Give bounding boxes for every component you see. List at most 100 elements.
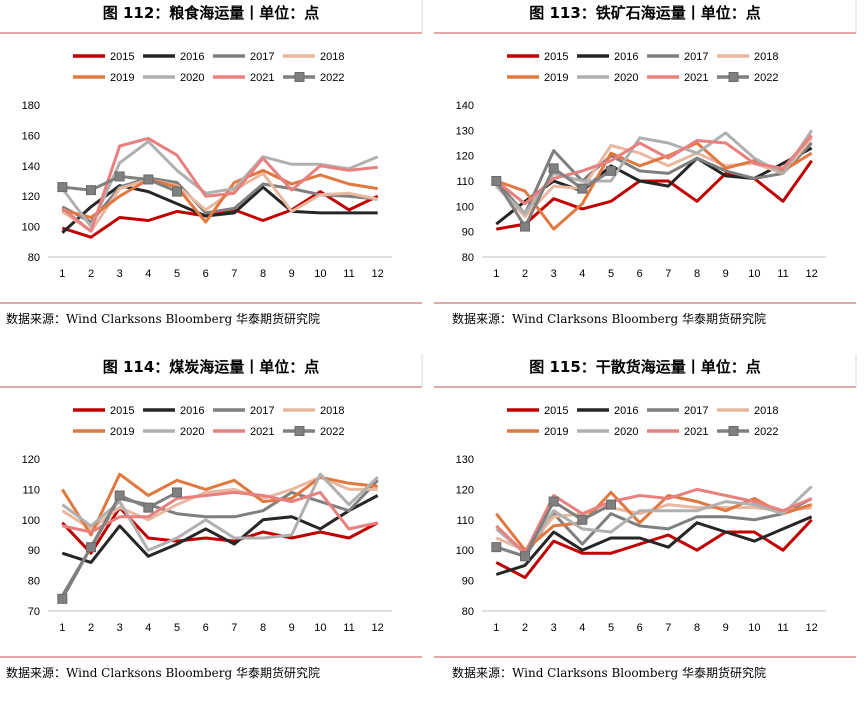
legend-label-2019: 2019 — [544, 72, 568, 84]
point-2022 — [57, 182, 68, 193]
legend-label-2020: 2020 — [180, 426, 204, 438]
x-tick-label: 7 — [665, 268, 671, 280]
point-2022 — [520, 221, 530, 232]
legend-label-2019: 2019 — [544, 426, 568, 438]
legend-label-2016: 2016 — [180, 405, 204, 417]
point-2022 — [172, 487, 182, 498]
legend-label-2018: 2018 — [754, 51, 778, 63]
series-line-2015 — [496, 159, 813, 231]
source-note: 数据来源：Wind Clarksons Bloomberg 华泰期货研究院 — [452, 665, 766, 680]
chart-svg: 图 114：煤炭海运量丨单位：点 2015 2016 2017 2018 2019 2020… — [0, 354, 423, 680]
y-tick-label: 100 — [22, 222, 40, 234]
legend-label-2015: 2015 — [110, 51, 134, 63]
series-line-2016 — [61, 494, 379, 564]
x-tick-label: 7 — [231, 268, 237, 280]
y-tick-label: 100 — [456, 545, 474, 557]
x-tick-label: 4 — [579, 268, 585, 280]
x-tick-label: 7 — [665, 622, 671, 634]
point-2022 — [520, 551, 530, 562]
y-tick-label: 140 — [22, 161, 40, 173]
point-2022 — [606, 499, 616, 510]
x-tick-label: 4 — [145, 268, 151, 280]
x-tick-label: 7 — [231, 622, 237, 634]
legend-label-2022: 2022 — [754, 72, 778, 84]
legend-marker-2022 — [294, 426, 305, 436]
x-tick-label: 3 — [551, 268, 557, 280]
chart-svg: 图 115：干散货海运量丨单位：点 2015 2016 2017 2018 2019 202… — [434, 354, 857, 680]
x-tick-label: 9 — [723, 622, 729, 634]
x-tick-label: 8 — [694, 622, 700, 634]
series-line-2021 — [61, 136, 378, 233]
x-tick-label: 4 — [579, 622, 585, 634]
legend-label-2022: 2022 — [320, 426, 344, 438]
legend-label-2016: 2016 — [180, 51, 204, 63]
legend-label-2022: 2022 — [320, 72, 344, 84]
legend-label-2022: 2022 — [754, 426, 778, 438]
y-tick-label: 160 — [22, 130, 40, 142]
y-tick-label: 110 — [456, 176, 474, 188]
chart-title: 图 113：铁矿石海运量丨单位：点 — [529, 4, 761, 22]
x-tick-label: 1 — [493, 622, 499, 634]
chart-title: 图 112：粮食海运量丨单位：点 — [103, 4, 320, 22]
x-tick-label: 5 — [174, 622, 180, 634]
chart-title: 图 114：煤炭海运量丨单位：点 — [103, 358, 320, 376]
y-tick-label: 130 — [456, 454, 474, 466]
x-tick-label: 2 — [88, 622, 94, 634]
x-tick-label: 1 — [59, 268, 65, 280]
x-tick-label: 12 — [372, 622, 384, 634]
x-tick-label: 3 — [551, 622, 557, 634]
x-tick-label: 12 — [372, 268, 384, 280]
source-note: 数据来源：Wind Clarksons Bloomberg 华泰期货研究院 — [452, 311, 766, 326]
x-tick-label: 8 — [260, 268, 266, 280]
y-tick-label: 120 — [22, 191, 40, 203]
legend-label-2019: 2019 — [110, 72, 134, 84]
series-line-2021 — [495, 134, 813, 206]
x-tick-label: 11 — [777, 622, 788, 634]
x-tick-label: 1 — [59, 622, 65, 634]
legend-label-2015: 2015 — [544, 51, 568, 63]
series-line-2020 — [495, 485, 813, 555]
legend-label-2020: 2020 — [614, 426, 638, 438]
x-tick-label: 1 — [493, 268, 499, 280]
legend-label-2020: 2020 — [614, 72, 638, 84]
y-tick-label: 80 — [462, 252, 474, 264]
series-line-2016 — [495, 515, 813, 576]
y-tick-label: 90 — [462, 227, 474, 239]
series-line-2017 — [495, 141, 813, 216]
chart-panel-grain: 图 112：粮食海运量丨单位：点 2015 2016 2017 2018 2019 2020… — [0, 0, 434, 354]
x-tick-label: 3 — [117, 268, 123, 280]
y-tick-label: 110 — [456, 515, 474, 527]
x-tick-label: 6 — [637, 268, 643, 280]
point-2022 — [548, 163, 559, 174]
y-tick-label: 80 — [28, 252, 40, 264]
legend-label-2021: 2021 — [250, 426, 274, 438]
x-tick-label: 4 — [145, 622, 151, 634]
chart-svg: 图 113：铁矿石海运量丨单位：点 2015 2016 2017 2018 2019 202… — [434, 0, 857, 326]
y-tick-label: 120 — [456, 151, 474, 163]
legend-label-2021: 2021 — [684, 72, 708, 84]
series-line-2021 — [61, 490, 379, 534]
y-tick-label: 100 — [22, 515, 40, 527]
y-tick-label: 80 — [28, 576, 40, 588]
x-tick-label: 6 — [203, 622, 209, 634]
chart-panel-coal: 图 114：煤炭海运量丨单位：点 2015 2016 2017 2018 2019 2020… — [0, 354, 434, 708]
x-tick-label: 11 — [343, 268, 354, 280]
series-line-2016 — [61, 184, 378, 234]
x-tick-label: 8 — [260, 622, 266, 634]
point-2022 — [86, 542, 96, 553]
point-2022 — [548, 496, 559, 507]
y-tick-label: 140 — [456, 100, 474, 112]
y-tick-label: 90 — [462, 576, 474, 588]
point-2022 — [606, 165, 616, 176]
y-tick-label: 100 — [456, 201, 474, 213]
legend-label-2020: 2020 — [180, 72, 204, 84]
legend-label-2017: 2017 — [684, 51, 708, 63]
point-2022 — [143, 174, 154, 185]
series-line-2019 — [495, 490, 813, 552]
x-tick-label: 10 — [314, 268, 326, 280]
x-tick-label: 12 — [806, 268, 818, 280]
chart-svg: 图 112：粮食海运量丨单位：点 2015 2016 2017 2018 2019 2020… — [0, 0, 423, 326]
x-tick-label: 6 — [637, 622, 643, 634]
point-2022 — [172, 186, 182, 197]
point-2022 — [86, 185, 96, 196]
